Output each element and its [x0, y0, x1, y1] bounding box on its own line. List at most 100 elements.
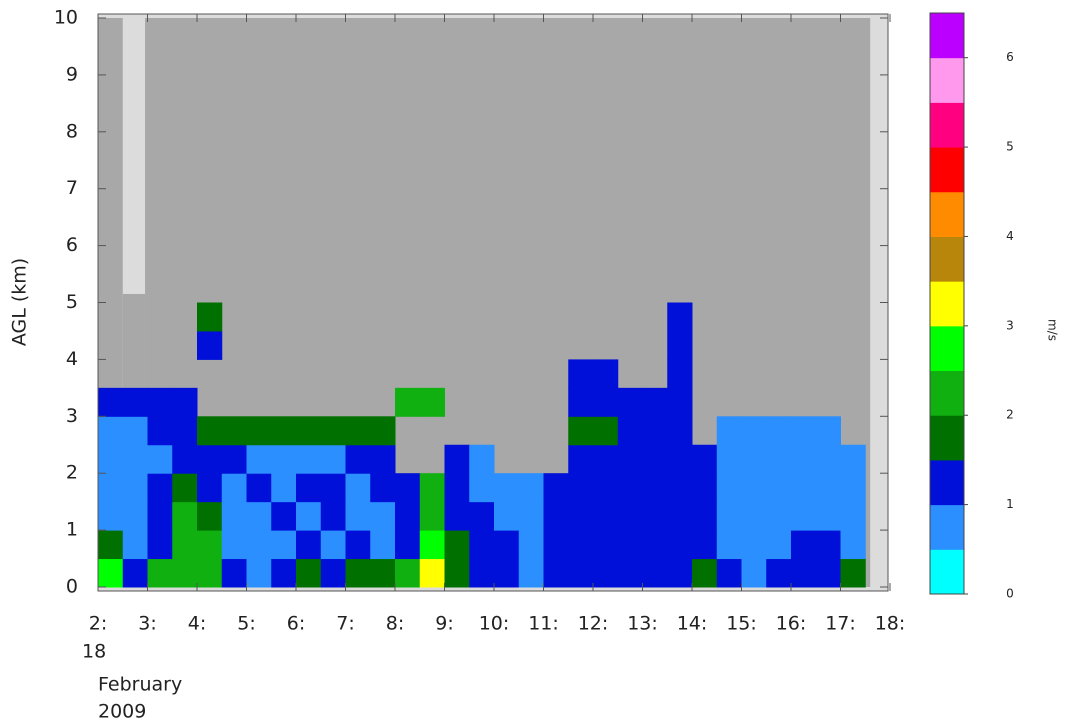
heatmap-cell: [667, 387, 693, 417]
heatmap-cell: [271, 444, 297, 474]
heatmap-cell: [98, 530, 124, 560]
heatmap-cell: [395, 387, 421, 417]
colorbar-swatch: [930, 415, 964, 461]
heatmap-cell: [543, 558, 569, 588]
heatmap-cell: [370, 558, 396, 588]
heatmap-cell: [221, 444, 247, 474]
heatmap-cell: [419, 501, 445, 531]
heatmap-cell: [296, 473, 322, 503]
heatmap-cell: [543, 473, 569, 503]
heatmap-cell: [246, 473, 272, 503]
heatmap-cell: [395, 501, 421, 531]
x-tick-label: 8:: [386, 613, 405, 635]
heatmap-cell: [320, 530, 346, 560]
heatmap-cell: [197, 330, 223, 360]
heatmap-cell: [98, 416, 124, 446]
colorbar-swatch: [930, 57, 964, 103]
x-tick-label: 7:: [336, 613, 355, 635]
heatmap-cell: [197, 444, 223, 474]
x-tick-label: 14:: [677, 613, 708, 635]
heatmap-cell: [667, 501, 693, 531]
heatmap-cell: [147, 473, 173, 503]
colorbar-tick-label: 5: [1006, 140, 1014, 154]
heatmap-cell: [741, 416, 767, 446]
heatmap-cell: [617, 416, 643, 446]
heatmap-cell: [692, 530, 718, 560]
heatmap-cell: [345, 444, 371, 474]
heatmap-cell: [741, 530, 767, 560]
heatmap-cell: [667, 530, 693, 560]
heatmap-cell: [221, 558, 247, 588]
y-tick-label: 5: [66, 291, 78, 313]
heatmap-cell: [791, 558, 817, 588]
heatmap-cell: [197, 530, 223, 560]
heatmap-cell: [370, 501, 396, 531]
heatmap-cell: [172, 444, 198, 474]
heatmap-cell: [667, 473, 693, 503]
y-tick-label: 10: [54, 7, 78, 29]
y-tick-label: 8: [66, 120, 78, 142]
heatmap-cell: [221, 473, 247, 503]
heatmap-cell: [172, 387, 198, 417]
heatmap-cell: [469, 558, 495, 588]
heatmap-cell: [766, 416, 792, 446]
heatmap-cell: [642, 501, 668, 531]
heatmap-cell: [667, 330, 693, 360]
heatmap-cell: [518, 530, 544, 560]
heatmap-cell: [494, 530, 520, 560]
heatmap-cell: [122, 416, 148, 446]
heatmap-cell: [296, 530, 322, 560]
heatmap-cell: [642, 530, 668, 560]
heatmap-cell: [815, 501, 841, 531]
heatmap-cell: [122, 387, 148, 417]
heatmap-cell: [568, 359, 594, 389]
heatmap-cell: [593, 359, 619, 389]
heatmap-cell: [122, 444, 148, 474]
heatmap-cell: [791, 473, 817, 503]
y-tick-label: 4: [66, 348, 78, 370]
heatmap-cell: [791, 444, 817, 474]
heatmap-cell: [518, 473, 544, 503]
heatmap-cell: [444, 530, 470, 560]
heatmap-cell: [98, 387, 124, 417]
heatmap-cell: [296, 416, 322, 446]
heatmap-cell: [791, 530, 817, 560]
heatmap-cell: [296, 444, 322, 474]
heatmap-cell: [642, 444, 668, 474]
heatmap-cell: [568, 558, 594, 588]
heatmap-cell: [642, 473, 668, 503]
heatmap-cell: [320, 501, 346, 531]
heatmap-cell: [617, 558, 643, 588]
heatmap-cell: [469, 501, 495, 531]
y-tick-label: 7: [66, 177, 78, 199]
x-tick-label: 12:: [578, 613, 609, 635]
heatmap-cell: [172, 558, 198, 588]
heatmap-cell: [568, 387, 594, 417]
heatmap-cell: [444, 444, 470, 474]
heatmap-cell: [593, 501, 619, 531]
colorbar-swatch: [930, 102, 964, 148]
heatmap-cell: [518, 501, 544, 531]
colorbar-swatch: [930, 13, 964, 59]
heatmap-cell: [419, 558, 445, 588]
heatmap-cell: [617, 473, 643, 503]
heatmap-cell: [345, 530, 371, 560]
heatmap-cell: [197, 501, 223, 531]
colorbar-tick-label: 1: [1006, 497, 1014, 511]
heatmap-cell: [692, 473, 718, 503]
heatmap-cell: [271, 558, 297, 588]
heatmap-cell: [692, 444, 718, 474]
heatmap-cell: [221, 530, 247, 560]
heatmap-cell: [395, 473, 421, 503]
heatmap-cell: [246, 558, 272, 588]
heatmap-cell: [147, 530, 173, 560]
y-tick-label: 0: [66, 576, 78, 598]
colorbar-swatch: [930, 191, 964, 237]
heatmap-cell: [197, 416, 223, 446]
colorbar-swatch: [930, 236, 964, 282]
heatmap-cell: [246, 501, 272, 531]
heatmap-cell: [147, 444, 173, 474]
heatmap-cell: [741, 444, 767, 474]
heatmap-cell: [593, 530, 619, 560]
